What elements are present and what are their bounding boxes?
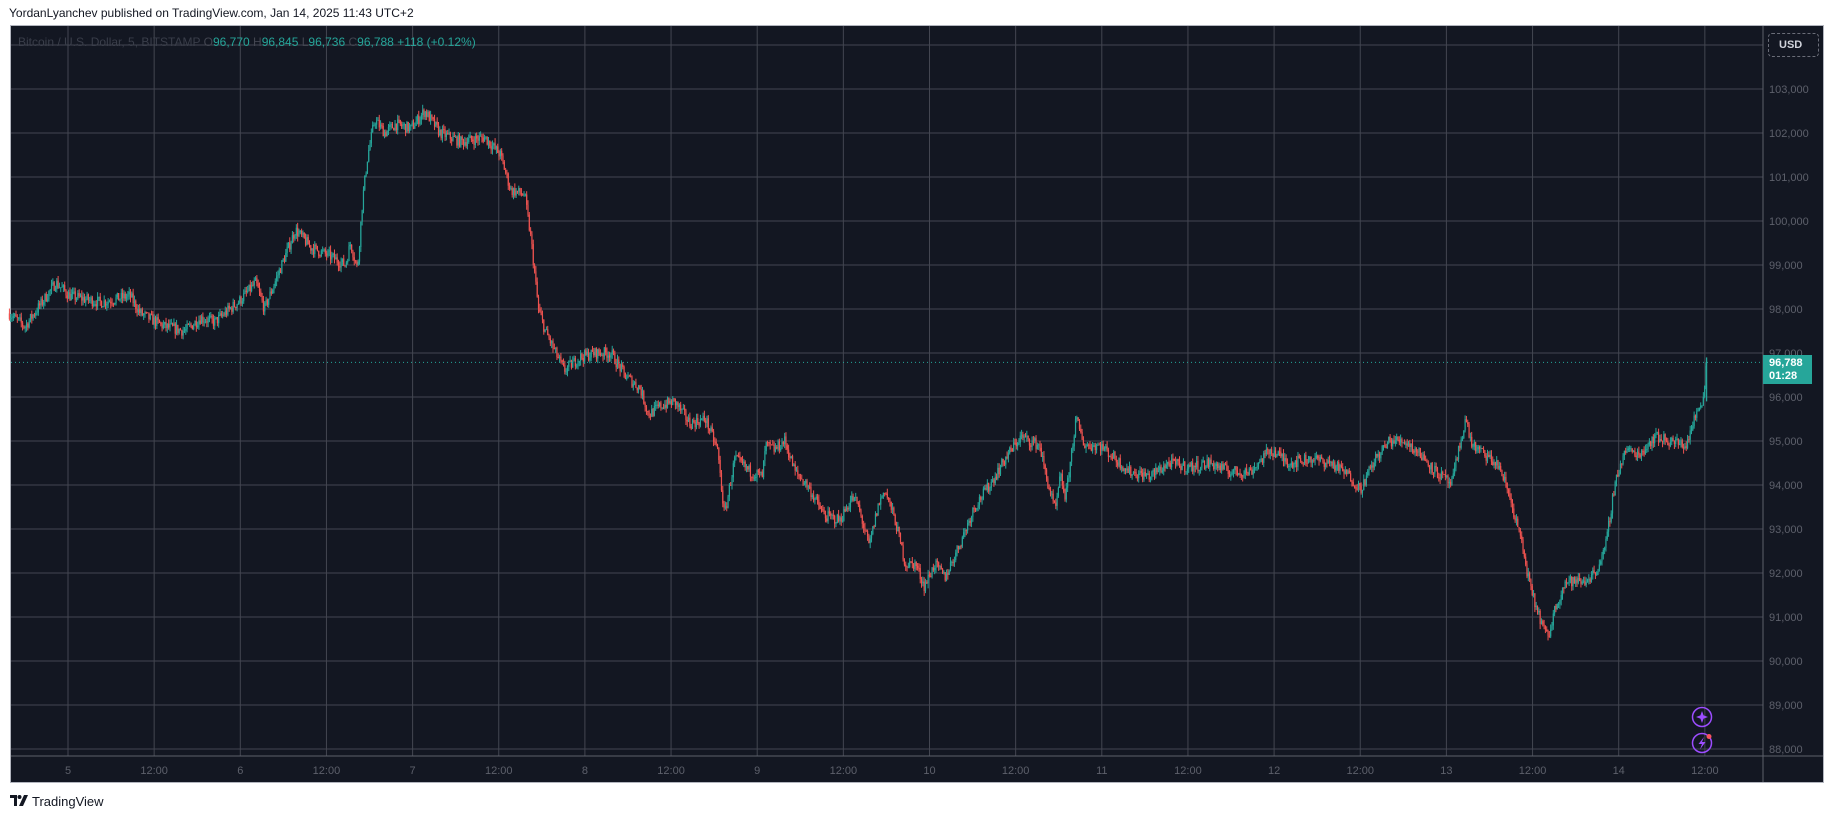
symbol-legend[interactable]: Bitcoin / U.S. Dollar, 5, BITSTAMP O96,7… — [18, 35, 476, 49]
close-label: C — [348, 35, 358, 49]
price-axis-label: 90,000 — [1769, 656, 1803, 668]
price-axis-label: 95,000 — [1769, 436, 1803, 448]
time-axis-label: 10 — [923, 765, 935, 777]
price-axis-label: 91,000 — [1769, 612, 1803, 624]
time-axis-label: 12:00 — [830, 765, 858, 777]
close-value: 96,788 — [357, 35, 394, 49]
price-axis-label: 103,000 — [1769, 84, 1809, 96]
tradingview-logo[interactable]: TradingView — [10, 794, 104, 809]
candles — [8, 104, 1708, 641]
time-axis-label: 7 — [410, 765, 416, 777]
open-value: 96,770 — [212, 35, 250, 49]
price-axis-label: 101,000 — [1769, 172, 1809, 184]
currency-button[interactable]: USD — [1768, 33, 1819, 57]
price-axis-label: 99,000 — [1769, 260, 1803, 272]
time-axis-label: 12 — [1268, 765, 1280, 777]
price-axis-label: 100,000 — [1769, 216, 1809, 228]
low-value: 96,736 — [308, 35, 346, 49]
time-axis-label: 9 — [754, 765, 760, 777]
price-axis-label: 89,000 — [1769, 700, 1803, 712]
time-axis-label: 6 — [237, 765, 243, 777]
price-axis-label: 102,000 — [1769, 128, 1809, 140]
time-axis-label: 12:00 — [1691, 765, 1719, 777]
bar-countdown: 01:28 — [1769, 370, 1798, 382]
time-axis-label: 12:00 — [1002, 765, 1030, 777]
time-axis-label: 5 — [65, 765, 71, 777]
price-axis-label: 98,000 — [1769, 304, 1803, 316]
price-axis-label: 96,000 — [1769, 392, 1803, 404]
high-label: H — [253, 35, 262, 49]
time-axis-label: 12:00 — [140, 765, 168, 777]
low-label: L — [301, 35, 309, 49]
time-axis-label: 12:00 — [1346, 765, 1374, 777]
open-label: O — [203, 35, 213, 49]
price-axis-label: 94,000 — [1769, 480, 1803, 492]
time-axis-label: 11 — [1096, 765, 1107, 777]
last-price-label: 96,788 01:28 — [1763, 355, 1812, 384]
time-axis-label: 12:00 — [1174, 765, 1202, 777]
time-axis-label: 12:00 — [657, 765, 685, 777]
time-axis-label: 8 — [582, 765, 588, 777]
high-value: 96,845 — [261, 35, 299, 49]
publisher-line: YordanLyanchev published on TradingView.… — [9, 6, 414, 20]
axes: 103,000 102,000 101,000 100,000 99,000 98,000… — [11, 26, 1823, 782]
last-price-value: 96,788 — [1769, 357, 1803, 369]
time-axis-label: 12:00 — [1519, 765, 1547, 777]
price-axis-label: 92,000 — [1769, 568, 1803, 580]
tradingview-brand: TradingView — [32, 794, 104, 809]
symbol-name[interactable]: Bitcoin / U.S. Dollar, 5, BITSTAMP — [18, 35, 201, 49]
lightning-alert-icon[interactable] — [1691, 732, 1713, 754]
tradingview-logo-icon — [10, 794, 28, 809]
price-axis-label: 93,000 — [1769, 524, 1803, 536]
change-value: +118 (+0.12%) — [397, 35, 476, 49]
time-axis-label: 12:00 — [485, 765, 513, 777]
time-axis-label: 13 — [1440, 765, 1452, 777]
time-axis-label: 14 — [1613, 765, 1625, 777]
chart-panel[interactable] — [10, 25, 1824, 783]
time-axis-label: 12:00 — [313, 765, 341, 777]
price-axis-label: 88,000 — [1769, 744, 1803, 756]
ai-sparkle-icon[interactable] — [1691, 706, 1713, 728]
chart-grid — [11, 26, 1763, 756]
